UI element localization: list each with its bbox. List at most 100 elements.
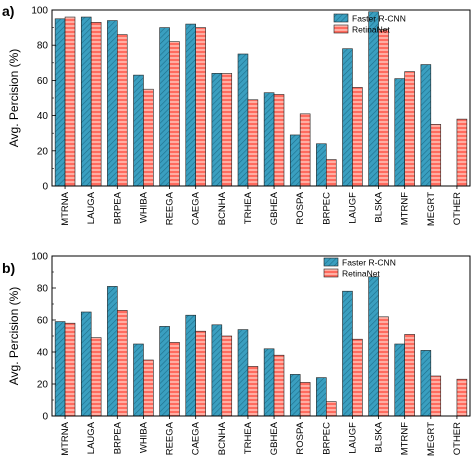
bar-retinanet-lauga <box>90 337 102 417</box>
y-axis-label: Avg. Percision (%) <box>7 287 21 385</box>
x-tick-label-blska: BLSKA <box>374 421 385 452</box>
bar-faster-r-cnn-blska <box>368 276 379 417</box>
y-tick-label-40: 40 <box>37 111 49 122</box>
bar-faster-r-cnn-mtrnf <box>394 343 405 417</box>
bar-faster-r-cnn-blska <box>368 11 379 187</box>
bar-retinanet-bcnha <box>221 335 233 417</box>
bar-retinanet-whiba <box>143 359 154 417</box>
legend-swatch-retinanet <box>323 268 339 278</box>
x-tick-label-brpea: BRPEA <box>112 421 123 454</box>
bar-retinanet-mtrnf <box>404 334 415 417</box>
x-tick-label-mtrna: MTRNA <box>60 421 71 455</box>
x-tick-label-reega: REEGA <box>165 191 176 225</box>
bar-retinanet-megrt <box>430 124 442 187</box>
y-tick-label-100: 100 <box>31 6 48 17</box>
bar-faster-r-cnn-brpec <box>316 377 327 417</box>
bar-faster-r-cnn-lauga <box>80 311 92 417</box>
chart-panel-b: MTRNA LAUGA BRPEA WHIBA REEGA CAEGA BCNHA TRHEA… <box>2 252 471 456</box>
legend-swatch-retinanet <box>333 24 349 34</box>
bar-faster-r-cnn-mtrna <box>54 18 66 187</box>
x-tick-label-brpea: BRPEA <box>112 191 123 224</box>
bar-faster-r-cnn-gbhea <box>263 92 275 187</box>
bar-retinanet-blska <box>378 316 389 417</box>
bar-retinanet-brpea <box>117 34 128 187</box>
bar-retinanet-brpec <box>326 401 337 417</box>
bar-faster-r-cnn-reega <box>159 326 170 417</box>
y-tick-label-100: 100 <box>31 252 48 263</box>
bar-retinanet-reega <box>169 41 180 187</box>
bar-faster-r-cnn-whiba <box>133 74 144 187</box>
x-tick-label-lauga: LAUGA <box>86 421 97 454</box>
bar-retinanet-gbhea <box>273 354 285 417</box>
bar-retinanet-blska <box>378 29 389 187</box>
bar-faster-r-cnn-rospa <box>289 374 301 417</box>
x-tick-label-rospa: ROSPA <box>295 191 306 224</box>
bar-faster-r-cnn-gbhea <box>263 348 275 417</box>
bar-retinanet-mtrna <box>64 322 76 417</box>
x-tick-label-bcnha: BCNHA <box>217 421 228 455</box>
x-tick-label-brpec: BRPEC <box>321 192 332 225</box>
bar-faster-r-cnn-lauga <box>80 16 92 187</box>
bar-faster-r-cnn-laugf <box>342 290 353 417</box>
bar-retinanet-brpec <box>326 159 337 187</box>
bar-faster-r-cnn-megrt <box>420 350 432 417</box>
bar-retinanet-brpea <box>117 310 128 417</box>
bar-faster-r-cnn-reega <box>159 27 170 187</box>
panel-label: b) <box>2 260 15 276</box>
bar-faster-r-cnn-whiba <box>133 343 144 417</box>
y-axis-label: Avg. Percision (%) <box>7 49 21 147</box>
x-tick-label-gbhea: GBHEA <box>269 191 280 225</box>
bar-retinanet-laugf <box>352 87 363 187</box>
bar-retinanet-rospa <box>299 382 311 417</box>
bar-retinanet-laugf <box>352 338 363 417</box>
bar-retinanet-gbhea <box>273 94 285 187</box>
bar-retinanet-trhea <box>247 366 259 417</box>
panel-label: a) <box>2 3 14 19</box>
legend-label-faster-r-cnn: Faster R-CNN <box>342 258 396 268</box>
bar-retinanet-mtrna <box>64 16 76 187</box>
bar-retinanet-lauga <box>90 22 102 187</box>
bar-retinanet-rospa <box>299 113 311 187</box>
x-tick-label-reega: REEGA <box>165 421 176 455</box>
y-tick-label-20: 20 <box>37 146 49 157</box>
x-tick-label-bcnha: BCNHA <box>217 191 228 225</box>
legend-label-faster-r-cnn: Faster R-CNN <box>352 14 406 24</box>
x-tick-label-laugf: LAUGF <box>347 192 358 224</box>
bar-faster-r-cnn-trhea <box>237 329 249 417</box>
x-tick-label-caega: CAEGA <box>191 191 202 225</box>
y-tick-label-60: 60 <box>37 76 49 87</box>
x-tick-label-mtrna: MTRNA <box>60 191 71 225</box>
x-tick-label-other: OTHER <box>452 422 463 455</box>
legend-swatch-faster-r-cnn <box>323 257 339 267</box>
bar-faster-r-cnn-caega <box>185 314 196 417</box>
x-tick-label-lauga: LAUGA <box>86 191 97 224</box>
bar-retinanet-caega <box>195 27 206 187</box>
x-tick-label-mtrnf: MTRNF <box>400 192 411 225</box>
bar-retinanet-trhea <box>247 99 259 187</box>
bar-retinanet-other <box>456 378 468 417</box>
legend-label-retinanet: RetinaNet <box>352 25 390 35</box>
y-tick-label-40: 40 <box>37 348 49 359</box>
bar-retinanet-reega <box>169 342 180 417</box>
bar-retinanet-caega <box>195 330 206 417</box>
legend-label-retinanet: RetinaNet <box>342 269 380 279</box>
bar-faster-r-cnn-mtrnf <box>394 78 405 187</box>
y-tick-label-60: 60 <box>37 316 49 327</box>
bar-retinanet-mtrnf <box>404 71 415 187</box>
bar-faster-r-cnn-megrt <box>420 64 432 187</box>
x-tick-label-blska: BLSKA <box>374 191 385 222</box>
x-tick-label-mtrnf: MTRNF <box>400 422 411 455</box>
x-tick-label-megrt: MEGRT <box>426 192 437 226</box>
legend-swatch-faster-r-cnn <box>333 13 349 23</box>
chart-panel-a: MTRNA LAUGA BRPEA WHIBA REEGA CAEGA BCNHA TRHEA… <box>2 3 471 226</box>
bar-faster-r-cnn-laugf <box>342 48 353 187</box>
bar-faster-r-cnn-mtrna <box>54 321 66 417</box>
x-tick-label-gbhea: GBHEA <box>269 421 280 455</box>
bar-retinanet-megrt <box>430 375 442 417</box>
y-tick-label-0: 0 <box>42 182 48 193</box>
x-tick-label-rospa: ROSPA <box>295 421 306 454</box>
x-tick-label-laugf: LAUGF <box>347 422 358 454</box>
bar-retinanet-bcnha <box>221 73 233 187</box>
x-tick-label-whiba: WHIBA <box>138 421 149 453</box>
